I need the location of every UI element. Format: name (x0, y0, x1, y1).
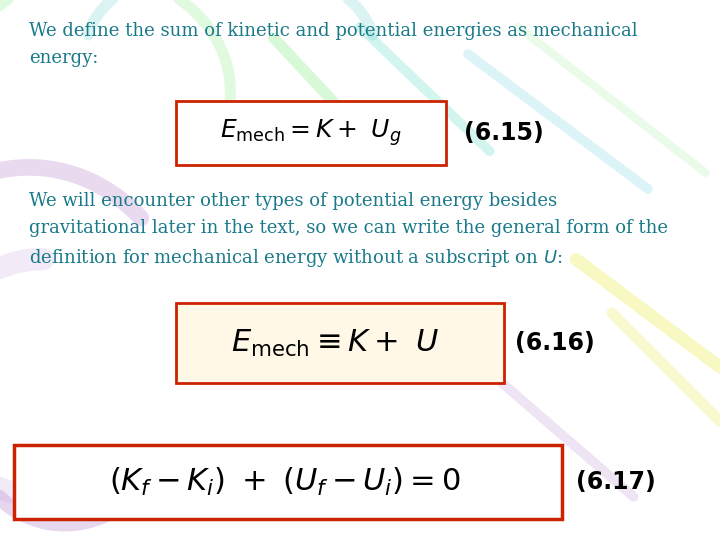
FancyBboxPatch shape (14, 445, 562, 519)
Text: (6.15): (6.15) (464, 121, 544, 145)
Text: $E_{\mathrm{mech}} = K +\ U_g$: $E_{\mathrm{mech}} = K +\ U_g$ (220, 118, 402, 148)
Text: (6.16): (6.16) (515, 332, 595, 355)
FancyBboxPatch shape (176, 303, 504, 383)
Text: We define the sum of kinetic and potential energies as mechanical
energy:: We define the sum of kinetic and potenti… (29, 22, 637, 67)
Text: $(K_f - K_i)\ +\ (U_f - U_i) = 0$: $(K_f - K_i)\ +\ (U_f - U_i) = 0$ (109, 466, 460, 498)
Text: (6.17): (6.17) (576, 470, 656, 494)
FancyBboxPatch shape (176, 101, 446, 165)
Text: We will encounter other types of potential energy besides
gravitational later in: We will encounter other types of potenti… (29, 192, 668, 269)
Text: $E_{\mathrm{mech}} \equiv K +\ U$: $E_{\mathrm{mech}} \equiv K +\ U$ (231, 328, 438, 359)
